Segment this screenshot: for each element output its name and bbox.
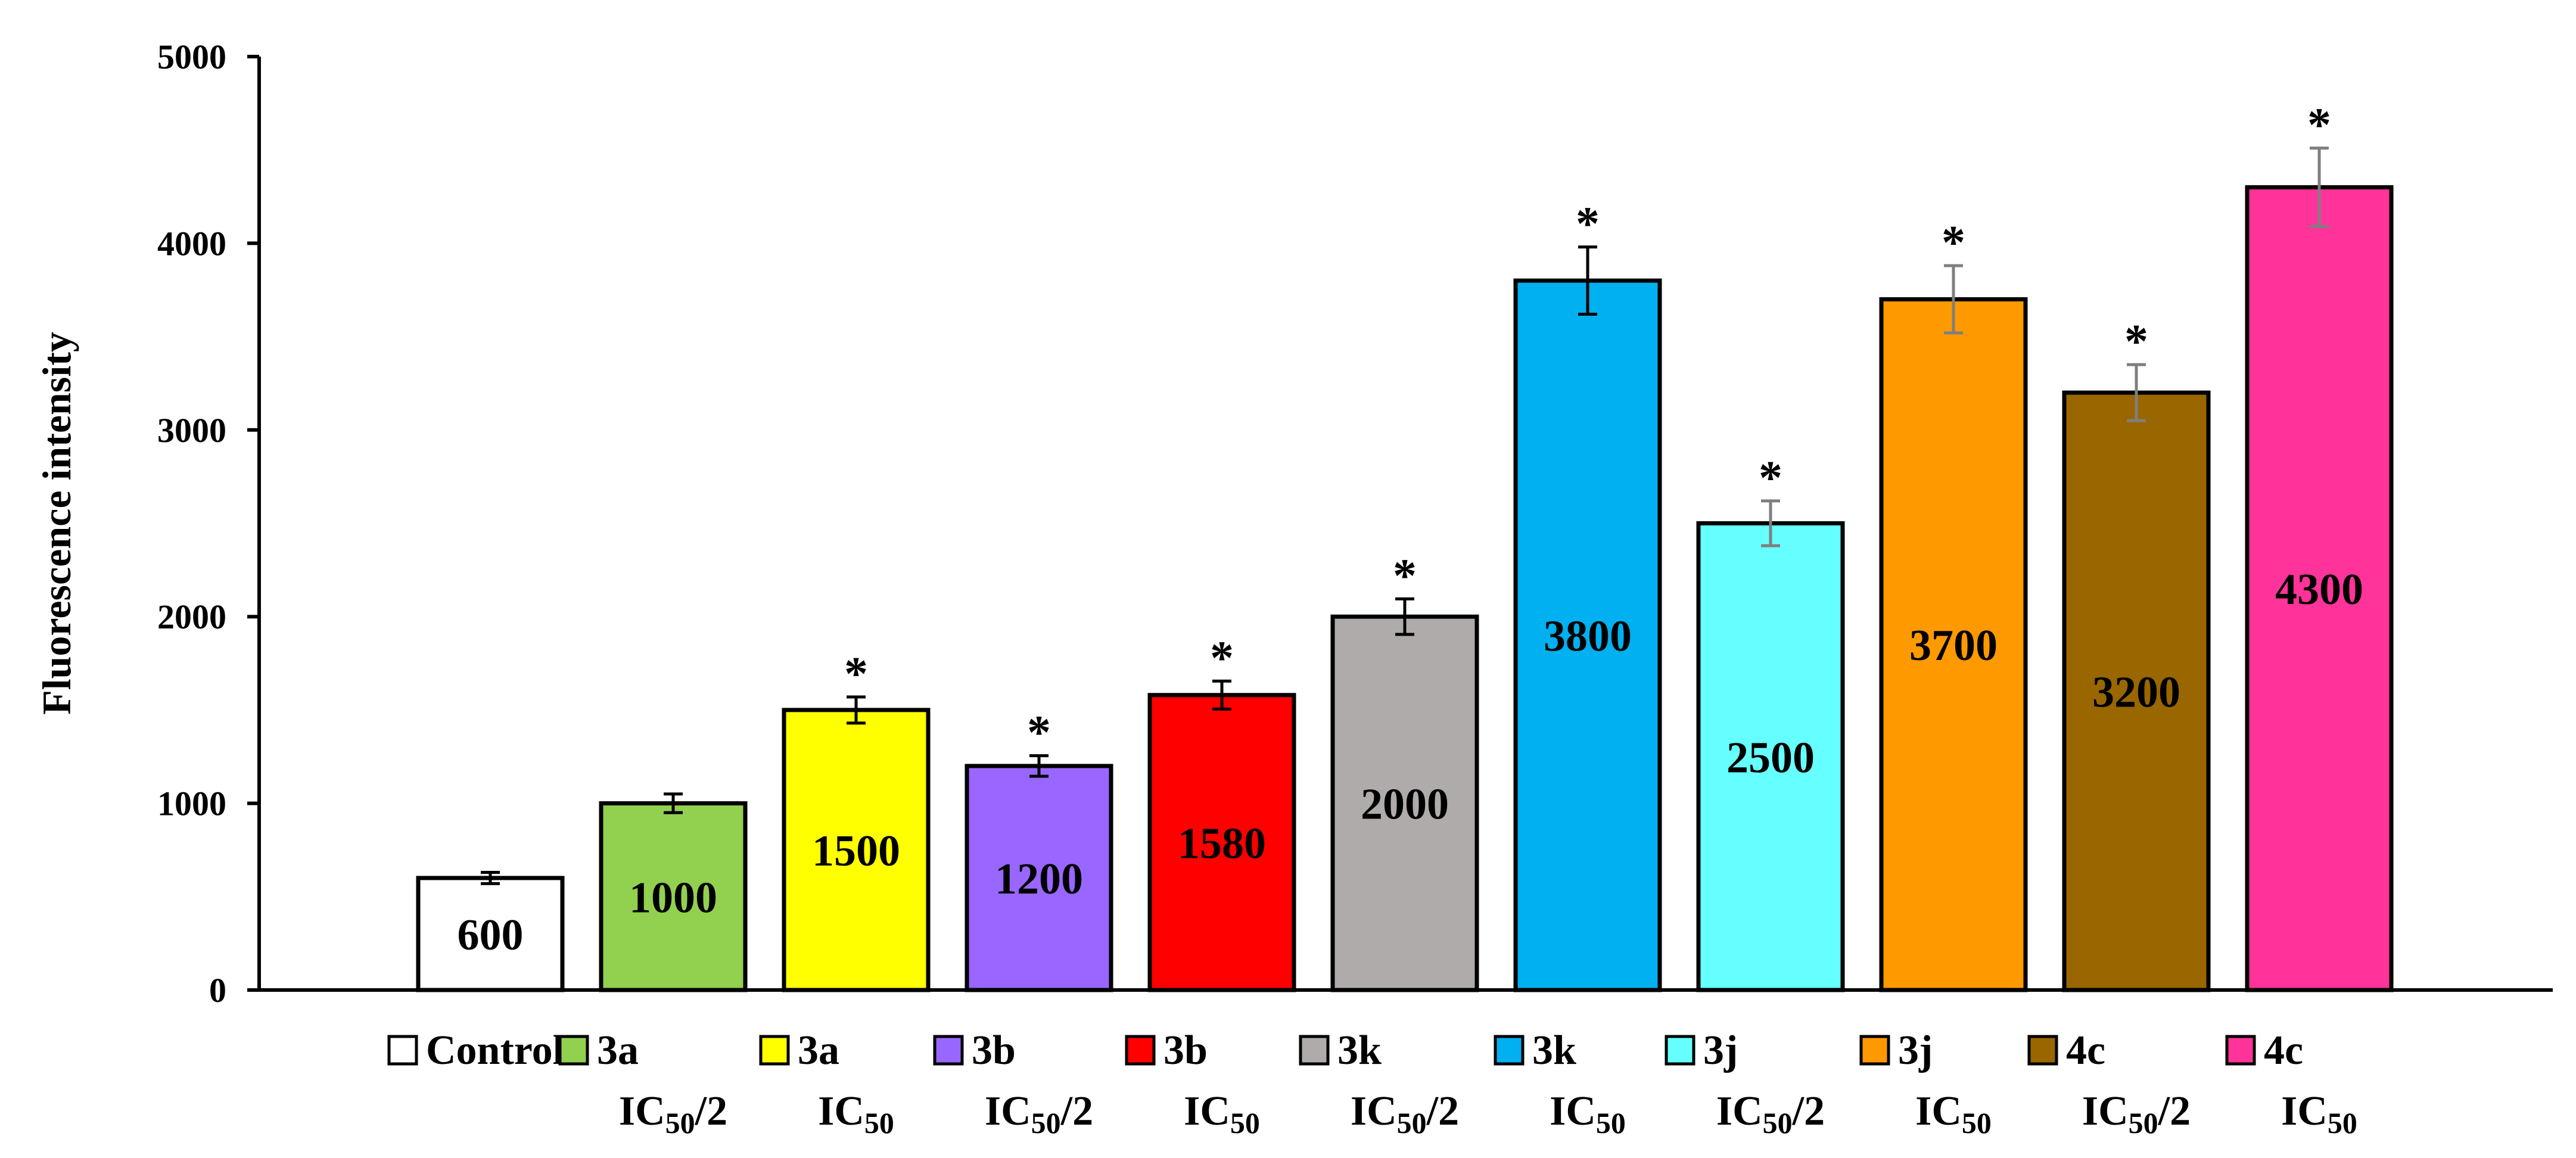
legend-swatch <box>1494 1035 1525 1066</box>
legend-label: 3b <box>972 1028 1016 1073</box>
legend-label: 4c <box>2066 1028 2105 1073</box>
bar <box>965 764 1113 992</box>
bar <box>1513 278 1662 992</box>
data-label: 1000 <box>629 873 717 922</box>
data-label: 3700 <box>1909 621 1998 670</box>
bar <box>2062 390 2211 992</box>
legend-sublabel: IC50/2 <box>1351 1088 1459 1140</box>
bar <box>416 876 565 992</box>
legend-label: 3a <box>597 1028 639 1073</box>
y-tick-label: 3000 <box>157 411 226 450</box>
legend-sublabel: IC50 <box>1550 1088 1626 1140</box>
bar <box>1147 693 1296 992</box>
bar <box>1879 297 2028 992</box>
legend-swatch <box>2027 1035 2058 1066</box>
significance-marker: * <box>2307 99 2331 152</box>
legend-label: 4c <box>2264 1028 2303 1073</box>
data-label: 2000 <box>1361 780 1449 829</box>
legend-swatch <box>2225 1035 2256 1066</box>
bar <box>2245 185 2394 992</box>
legend-swatch <box>1859 1035 1890 1066</box>
data-label: 600 <box>458 911 524 960</box>
y-tick-label: 2000 <box>157 597 226 636</box>
legend-sublabel: IC50/2 <box>985 1088 1093 1140</box>
legend-sublabel: IC50/2 <box>1716 1088 1825 1140</box>
legend-label: 3b <box>1163 1028 1208 1073</box>
legend-sublabel: IC50/2 <box>619 1088 727 1140</box>
legend-label: 3j <box>1703 1028 1738 1073</box>
data-label: 1580 <box>1178 819 1266 868</box>
bar <box>1696 521 1845 992</box>
y-tick-label: 1000 <box>157 785 226 823</box>
data-label: 1200 <box>995 855 1083 904</box>
significance-marker: * <box>1942 217 1965 269</box>
data-label: 3200 <box>2092 668 2180 717</box>
bar <box>782 708 931 992</box>
significance-marker: * <box>2124 316 2148 368</box>
legend-label: Control <box>426 1028 564 1073</box>
legend-sublabel: IC50 <box>1184 1088 1260 1140</box>
significance-marker: * <box>1393 550 1417 602</box>
bar <box>1330 614 1479 992</box>
legend-sublabel: IC50/2 <box>2082 1088 2191 1140</box>
legend-sublabel: IC50 <box>2281 1088 2357 1140</box>
significance-marker: * <box>1759 452 1782 505</box>
legend-sublabel: IC50 <box>1915 1088 1992 1140</box>
significance-marker: * <box>1027 707 1051 759</box>
data-label: 4300 <box>2275 565 2363 614</box>
y-tick-label: 4000 <box>157 224 226 263</box>
significance-marker: * <box>1576 198 1600 251</box>
legend-swatch <box>558 1035 589 1066</box>
y-tick-label: 0 <box>209 971 226 1010</box>
significance-marker: * <box>844 648 868 701</box>
legend-swatch <box>1665 1035 1695 1066</box>
legend-label: 3a <box>798 1028 839 1073</box>
data-label: 1500 <box>812 827 900 876</box>
legend-sublabel: IC50 <box>818 1088 894 1140</box>
legend-swatch <box>759 1035 790 1066</box>
y-axis-title: Fluorescence intensity <box>34 332 79 715</box>
data-label: 3800 <box>1544 612 1632 661</box>
legend-label: 3k <box>1532 1028 1576 1073</box>
legend-label: 3k <box>1337 1028 1382 1073</box>
legend-swatch <box>933 1035 964 1066</box>
legend-swatch <box>1125 1035 1156 1066</box>
significance-marker: * <box>1210 632 1234 684</box>
y-tick-label: 5000 <box>157 38 226 76</box>
bar <box>599 801 748 992</box>
legend-label: 3j <box>1898 1028 1933 1073</box>
legend-swatch <box>1299 1035 1330 1066</box>
legend-swatch <box>387 1035 418 1066</box>
data-label: 2500 <box>1726 733 1815 782</box>
